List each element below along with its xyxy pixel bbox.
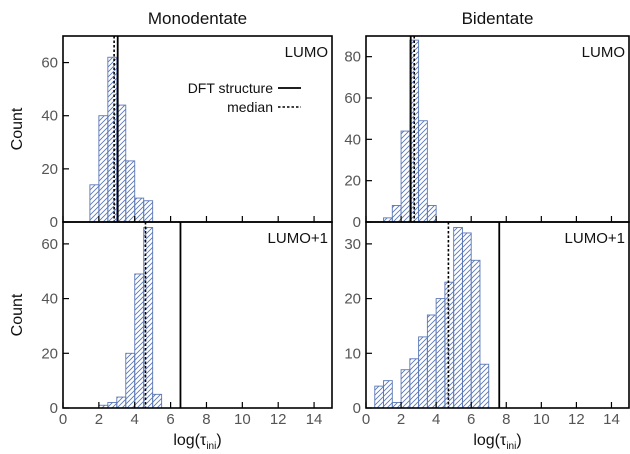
histogram-bar [125, 352, 136, 409]
histogram-bar [418, 336, 428, 409]
x-tick-label: 2 [95, 411, 103, 428]
panel-title: Monodentate [148, 9, 247, 28]
panel-title: Bidentate [462, 9, 534, 28]
x-tick-label: 12 [568, 411, 585, 428]
y-tick-label: 10 [344, 345, 361, 362]
y-tick-label: 20 [344, 173, 361, 190]
panel-bidentate-lumo-plus-1: 0 10 20 30 0 2 4 6 8 10 12 14 LUMO+1 log(τini) [344, 221, 630, 452]
y-tick-label: 0 [50, 214, 58, 231]
x-tick-label: 14 [603, 411, 620, 428]
histogram-bar [134, 197, 145, 223]
histogram-bar [152, 393, 163, 409]
orbital-label: LUMO [582, 44, 625, 61]
histogram-bar [426, 205, 437, 223]
y-tick-label: 0 [50, 400, 58, 417]
histogram-bar [461, 232, 472, 409]
x-axis-label-subscript: ini [206, 441, 216, 452]
panel-bidentate-lumo: 0 20 40 60 80 Bidentate LUMO [344, 9, 630, 231]
y-tick-label: 60 [344, 90, 361, 107]
panel-monodentate-lumo: 0 20 40 60 Monodentate LUMO Count DFT structure… [9, 9, 333, 231]
histogram-bar [470, 259, 481, 409]
y-tick-label: 40 [41, 108, 58, 125]
legend-label: DFT structure [188, 80, 274, 96]
histogram-bar [418, 120, 428, 223]
histogram-bar [444, 281, 455, 409]
histogram-bar [479, 363, 490, 409]
y-tick-label: 60 [41, 55, 58, 72]
x-tick-label: 8 [502, 411, 510, 428]
y-axis-label: Count [9, 107, 26, 150]
x-tick-label: 14 [306, 411, 323, 428]
histogram-bar [426, 314, 437, 409]
histogram-bar [125, 160, 136, 223]
x-tick-label: 6 [166, 411, 174, 428]
histogram-bar [89, 184, 100, 223]
x-tick-label: 12 [270, 411, 287, 428]
x-tick-label: 0 [59, 411, 67, 428]
legend: DFT structure median [188, 80, 301, 115]
orbital-label: LUMO+1 [268, 230, 328, 247]
x-tick-label: 4 [432, 411, 440, 428]
x-tick-label: 2 [397, 411, 405, 428]
histogram-bar [98, 115, 109, 223]
histogram-bar [453, 227, 463, 409]
histogram-bar [374, 385, 384, 409]
legend-label: median [227, 99, 273, 115]
x-tick-label: 10 [234, 411, 251, 428]
y-tick-label: 40 [41, 291, 58, 308]
x-axis-label: log(τini) [173, 432, 221, 452]
histogram-bar [383, 380, 393, 409]
histogram-bar [391, 205, 402, 223]
plot-frame [62, 221, 333, 409]
histogram-bar [400, 130, 411, 223]
x-axis-label-main: log(τ [473, 432, 507, 449]
panel-monodentate-lumo-plus-1: 0 20 40 60 0 2 4 6 8 10 12 14 LUMO+1 Count log(τini) [9, 221, 333, 452]
x-tick-label: 6 [467, 411, 475, 428]
y-tick-label: 20 [41, 161, 58, 178]
x-axis-label: log(τini) [473, 432, 521, 452]
x-tick-label: 0 [362, 411, 370, 428]
y-tick-label: 20 [41, 345, 58, 362]
x-tick-label: 4 [131, 411, 139, 428]
histogram-bar [143, 200, 154, 223]
orbital-label: LUMO+1 [565, 230, 625, 247]
y-tick-label: 0 [353, 400, 361, 417]
x-axis-label-tail: ) [216, 432, 221, 449]
histogram-bar [107, 402, 118, 409]
y-tick-label: 30 [344, 236, 361, 253]
histogram-bar [391, 402, 402, 409]
histogram-bar [134, 273, 145, 409]
x-axis-label-main: log(τ [173, 432, 207, 449]
orbital-label: LUMO [285, 44, 328, 61]
x-axis-label-tail: ) [516, 432, 521, 449]
y-tick-label: 80 [344, 49, 361, 66]
x-tick-label: 10 [533, 411, 550, 428]
plot-frame [365, 221, 630, 409]
x-axis-label-subscript: ini [506, 441, 516, 452]
y-tick-label: 0 [353, 214, 361, 231]
x-tick-label: 8 [202, 411, 210, 428]
y-tick-label: 20 [344, 291, 361, 308]
histogram-bar [116, 396, 127, 409]
y-tick-label: 60 [41, 236, 58, 253]
histogram-bar [107, 56, 118, 223]
histogram-bar [400, 369, 411, 409]
y-tick-label: 40 [344, 131, 361, 148]
histogram-bar [409, 358, 420, 409]
histogram-bar [435, 298, 446, 409]
y-axis-label: Count [9, 293, 26, 336]
